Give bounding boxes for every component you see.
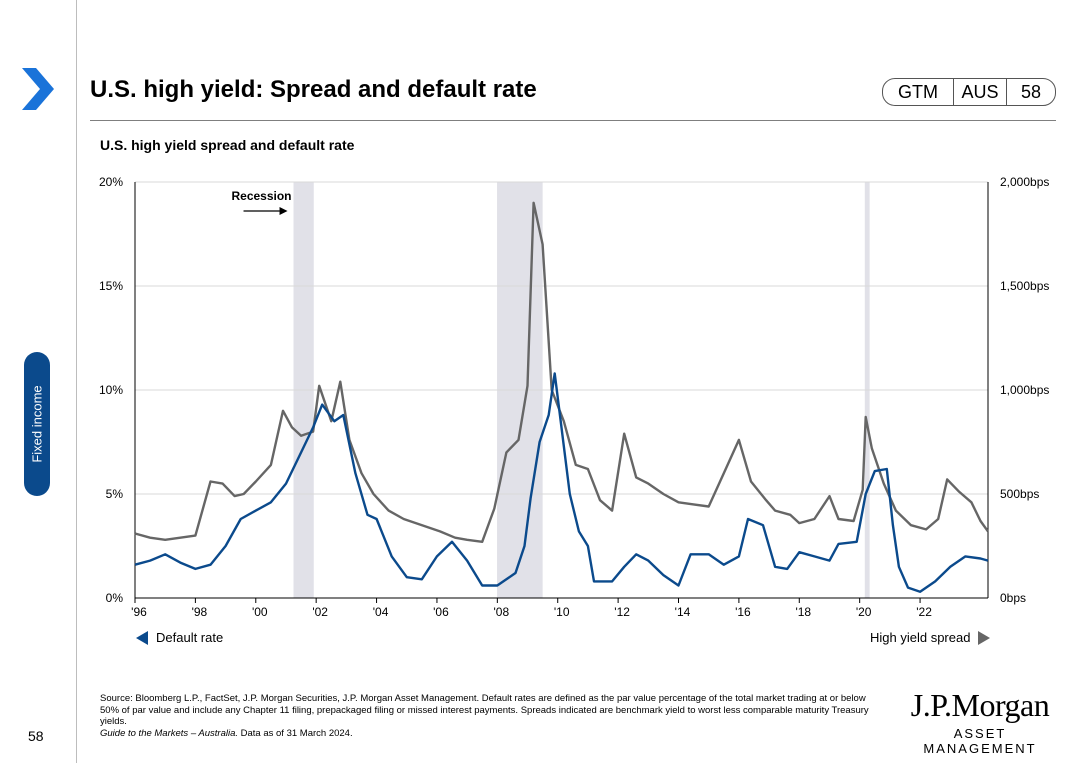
y-left-tick-label: 15% — [99, 279, 123, 293]
high-yield-spread-line — [134, 201, 989, 543]
x-tick-label: '12 — [614, 605, 630, 619]
x-tick-label: '22 — [916, 605, 932, 619]
chart-title: U.S. high yield spread and default rate — [100, 137, 355, 153]
legend-default-rate-label: Default rate — [156, 630, 224, 645]
y-left-tick-label: 10% — [99, 383, 123, 397]
guide-name: Guide to the Markets – Australia. — [100, 727, 238, 739]
x-tick-label: '08 — [494, 605, 510, 619]
badge-region: AUS — [954, 79, 1007, 105]
slide-badge: GTM AUS 58 — [882, 78, 1056, 106]
jpmorgan-logo: J.P.Morgan ASSET MANAGEMENT — [900, 688, 1060, 756]
y-right-tick-label: 0bps — [1000, 591, 1026, 605]
sidebar-divider — [76, 0, 77, 763]
badge-gtm: GTM — [883, 79, 954, 105]
x-tick-label: '96 — [131, 605, 147, 619]
y-right-tick-label: 500bps — [1000, 487, 1039, 501]
y-left-tick-label: 5% — [106, 487, 124, 501]
legend-high-yield-spread: High yield spread — [870, 630, 991, 645]
x-tick-label: '20 — [856, 605, 872, 619]
left-arrow-icon — [136, 630, 148, 645]
recession-arrowhead — [279, 207, 288, 215]
x-tick-label: '00 — [252, 605, 268, 619]
logo-wordmark: J.P.Morgan — [910, 687, 1050, 723]
right-arrow-icon — [978, 630, 991, 645]
page-number: 58 — [28, 728, 44, 744]
x-tick-label: '18 — [795, 605, 811, 619]
title-divider — [90, 120, 1056, 121]
y-right-tick-label: 1,000bps — [1000, 383, 1049, 397]
section-tab-fixed-income[interactable]: Fixed income — [24, 352, 50, 496]
chevron-right-icon — [22, 68, 54, 110]
x-tick-label: '06 — [433, 605, 449, 619]
y-right-tick-label: 2,000bps — [1000, 175, 1049, 189]
x-tick-label: '14 — [675, 605, 691, 619]
page-title: U.S. high yield: Spread and default rate — [90, 76, 537, 103]
x-tick-label: '10 — [554, 605, 570, 619]
legend-high-yield-spread-label: High yield spread — [870, 630, 971, 645]
y-left-tick-label: 0% — [106, 591, 124, 605]
y-right-tick-label: 1,500bps — [1000, 279, 1049, 293]
x-tick-label: '02 — [312, 605, 328, 619]
x-tick-label: '04 — [373, 605, 389, 619]
logo-subtitle: ASSET MANAGEMENT — [923, 726, 1037, 756]
badge-page: 58 — [1020, 81, 1042, 102]
default-rate-line — [134, 372, 989, 593]
x-tick-label: '16 — [735, 605, 751, 619]
data-date: Data as of 31 March 2024. — [238, 727, 353, 739]
x-tick-label: '98 — [192, 605, 208, 619]
recession-label: Recession — [231, 189, 291, 203]
legend-default-rate: Default rate — [136, 630, 223, 645]
source-note: Source: Bloomberg L.P., FactSet, J.P. Mo… — [100, 693, 870, 739]
source-text: Source: Bloomberg L.P., FactSet, J.P. Mo… — [100, 693, 869, 727]
y-left-tick-label: 20% — [99, 175, 123, 189]
